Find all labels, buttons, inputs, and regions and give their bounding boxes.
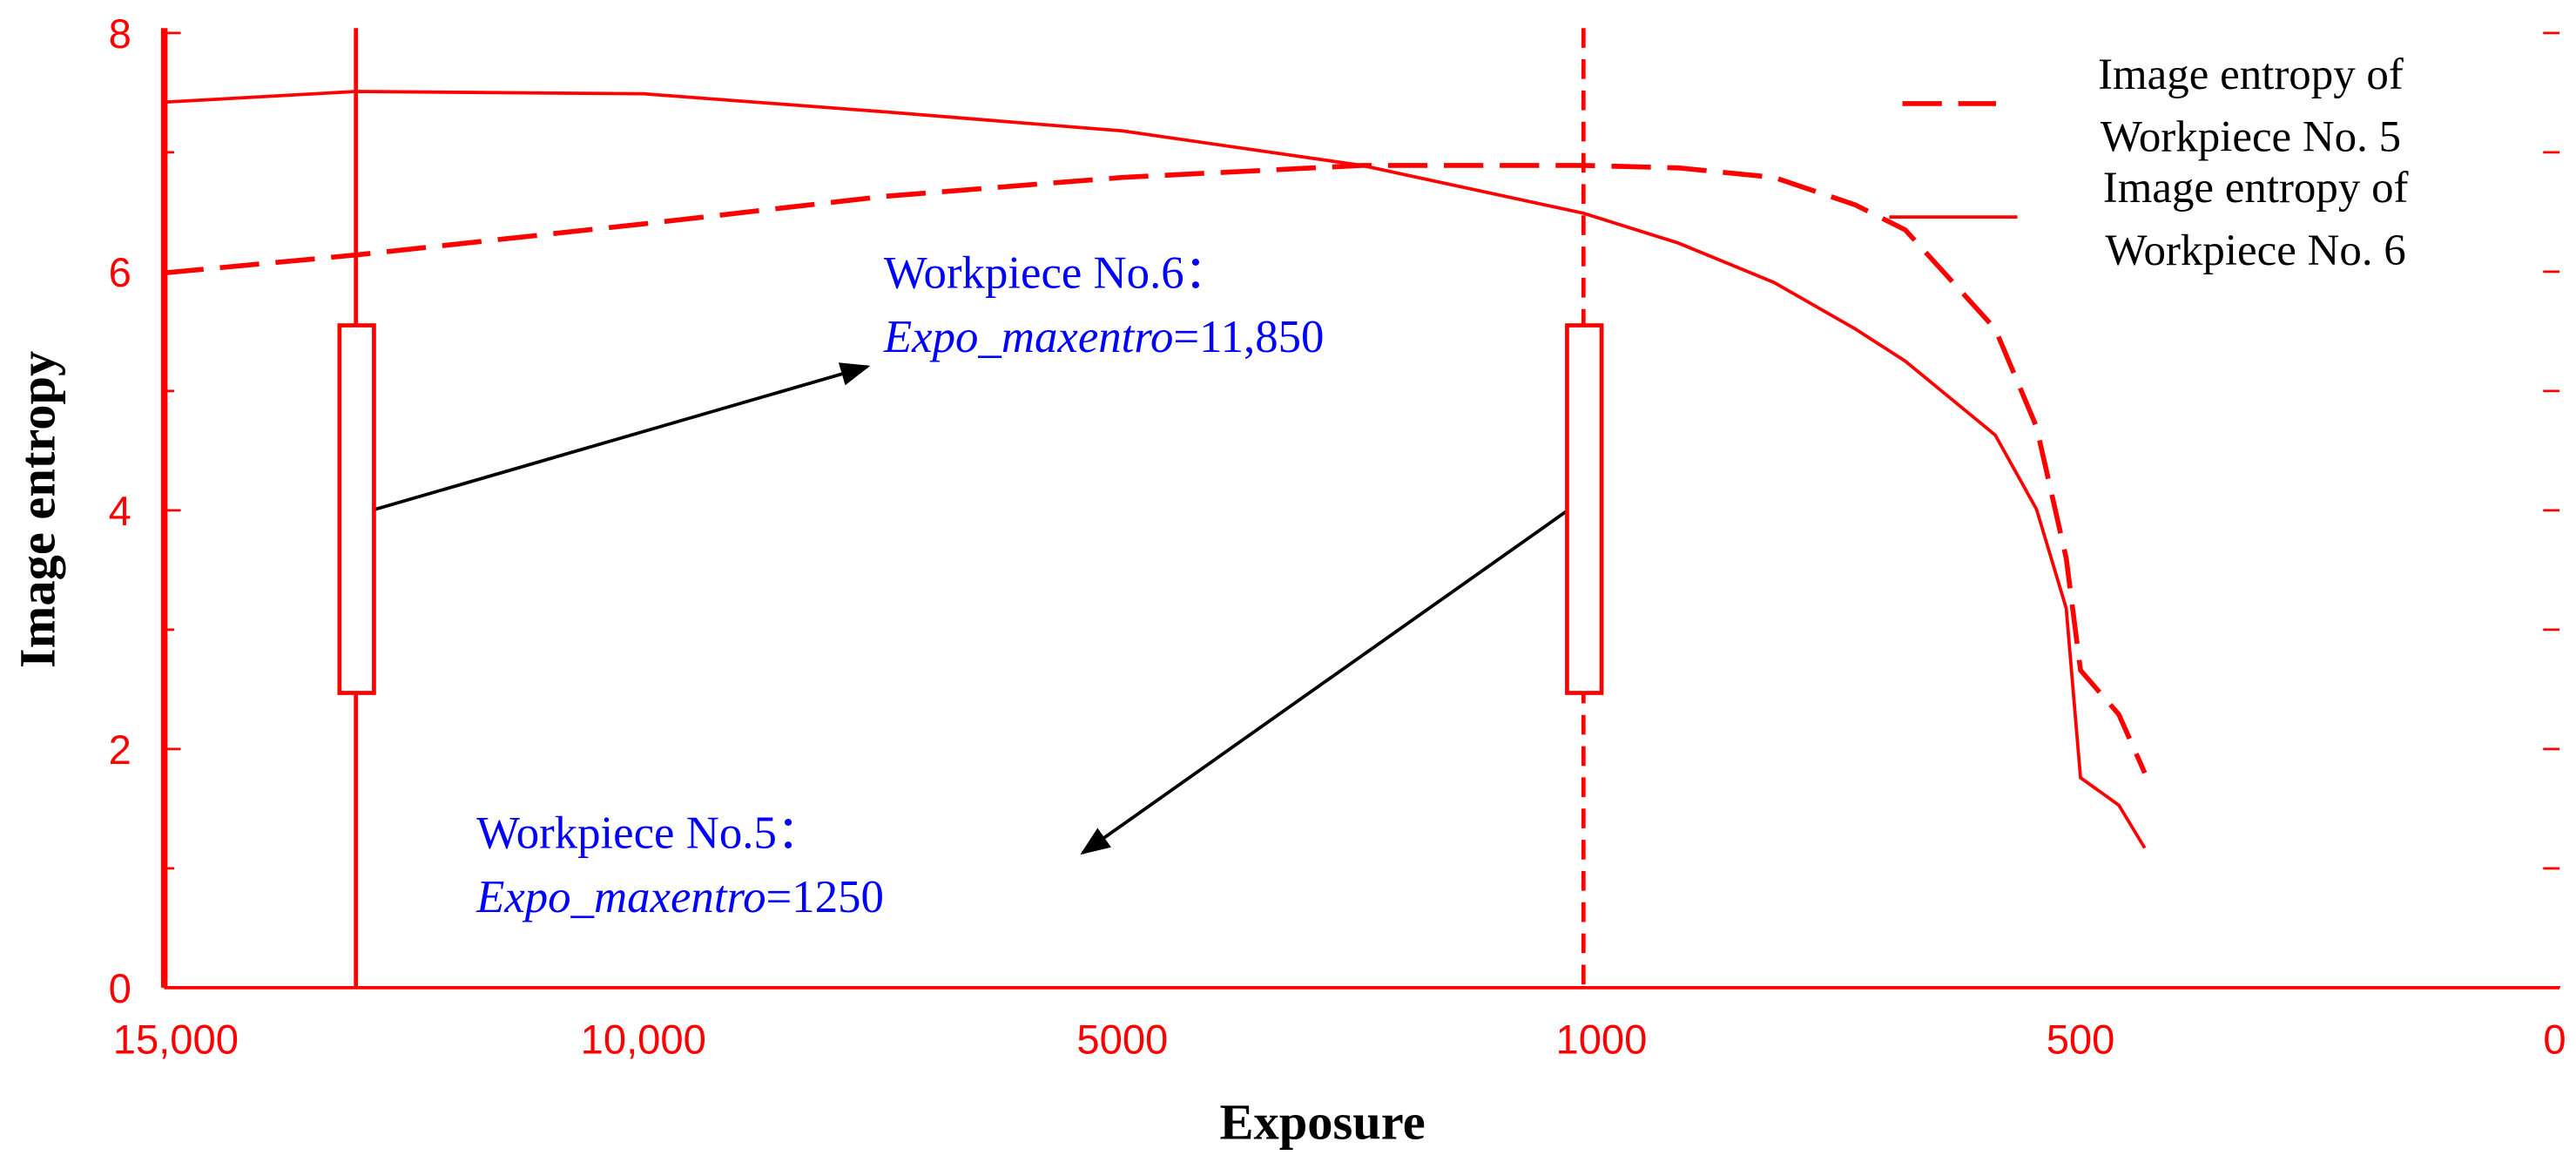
annotation-italic: Expo_maxentro: [883, 312, 1173, 362]
annotation: Workpiece No.6：: [884, 247, 1231, 298]
legend-entry: Image entropy of Workpiece No. 5: [2098, 49, 2404, 162]
x-tick-label: 5000: [1076, 1016, 1168, 1062]
legend-label: Image entropy of Workpiece No. 6: [2102, 162, 2409, 275]
arrow: [374, 362, 871, 511]
marker-box: [1565, 323, 1604, 695]
x-tick-label: 10,000: [581, 1016, 706, 1062]
y-tick-label: 2: [109, 726, 131, 773]
series-line: [164, 90, 2147, 849]
legend-entry: Image entropy of Workpiece No. 6: [2102, 162, 2409, 275]
legend-label: Image entropy of Workpiece No. 5: [2098, 49, 2404, 162]
x-tick-label: 500: [2047, 1016, 2115, 1062]
series-line: [164, 163, 2148, 774]
x-tick-label: 1000: [1555, 1016, 1647, 1062]
y-tick-label: 8: [109, 10, 131, 57]
annotation: Workpiece No.5：: [476, 808, 823, 859]
annotation-italic: Expo_maxentro: [475, 872, 765, 922]
x-tick-label: 15,000: [113, 1016, 239, 1062]
y-tick-label: 0: [109, 965, 131, 1011]
x-axis-label: Exposure: [1220, 1093, 1426, 1150]
y-tick-label: 4: [109, 488, 131, 534]
y-axis-label: Image entropy: [9, 351, 65, 668]
annotation: Expo_maxentro=1250: [475, 872, 884, 922]
marker-box: [337, 323, 376, 695]
annotation: Expo_maxentro=11,850: [883, 312, 1325, 362]
x-tick-label: 0: [2543, 1016, 2566, 1062]
arrow: [1080, 508, 1570, 855]
y-tick-label: 6: [109, 249, 131, 295]
annotation-value: =11,850: [1173, 312, 1324, 362]
annotation-value: =1250: [766, 872, 884, 922]
